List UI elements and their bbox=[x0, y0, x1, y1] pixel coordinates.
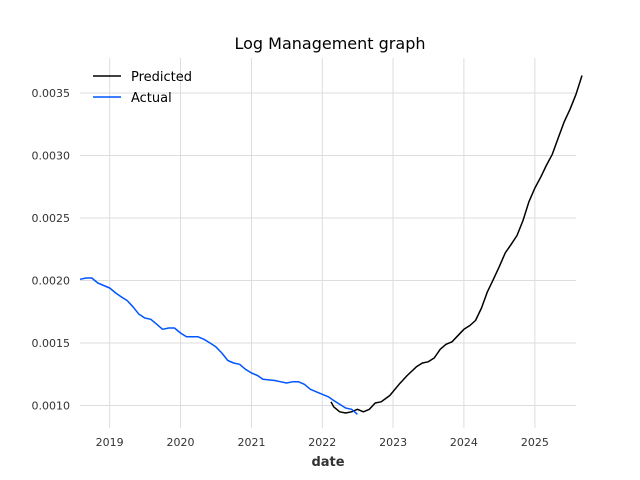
chart-title: Log Management graph bbox=[235, 34, 426, 53]
x-tick-label: 2024 bbox=[450, 436, 478, 449]
legend-label-predicted: Predicted bbox=[131, 70, 192, 85]
x-tick-label: 2020 bbox=[166, 436, 194, 449]
y-axis-ticks: 0.0010 0.0015 0.0020 0.0025 0.0030 0.0035 bbox=[32, 87, 71, 413]
x-tick-label: 2023 bbox=[379, 436, 407, 449]
y-tick-label: 0.0015 bbox=[32, 337, 71, 350]
y-tick-label: 0.0010 bbox=[32, 400, 71, 413]
y-tick-label: 0.0030 bbox=[32, 150, 71, 163]
y-tick-label: 0.0025 bbox=[32, 212, 71, 225]
legend-label-actual: Actual bbox=[131, 91, 172, 106]
x-tick-label: 2021 bbox=[237, 436, 265, 449]
x-tick-label: 2019 bbox=[96, 436, 124, 449]
x-tick-label: 2025 bbox=[521, 436, 549, 449]
x-axis-label: date bbox=[311, 455, 344, 470]
series-layer bbox=[79, 75, 583, 415]
series-line-predicted bbox=[330, 75, 583, 414]
legend: Predicted Actual bbox=[93, 70, 192, 106]
y-tick-label: 0.0020 bbox=[32, 275, 71, 288]
x-tick-label: 2022 bbox=[308, 436, 336, 449]
series-line-actual bbox=[79, 277, 358, 415]
y-tick-label: 0.0035 bbox=[32, 87, 71, 100]
grid bbox=[80, 58, 576, 428]
x-axis-ticks: 2019 2020 2021 2022 2023 2024 2025 bbox=[96, 436, 549, 449]
